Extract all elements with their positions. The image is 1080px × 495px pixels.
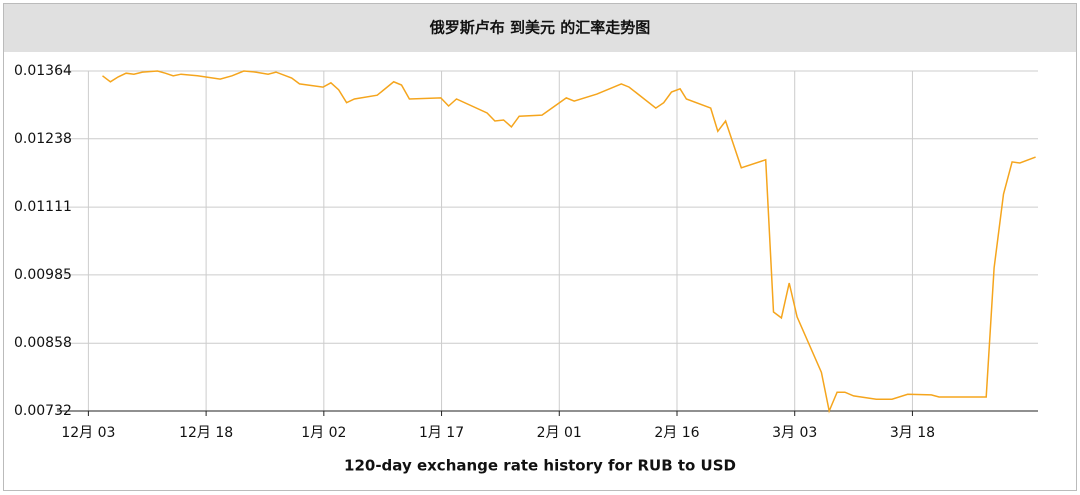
x-tick-label: 2月 16 (654, 425, 699, 441)
frame (3, 3, 1077, 491)
y-tick-label: 0.00985 (14, 267, 72, 283)
data-line (102, 70, 1036, 414)
y-tick-label: 0.01238 (14, 131, 72, 147)
y-tick-label: 0.00732 (14, 403, 72, 419)
chart-title: 俄罗斯卢布 到美元 的汇率走势图 (429, 19, 650, 37)
x-tick-label: 1月 02 (301, 425, 346, 441)
y-tick-label: 0.00858 (14, 335, 72, 351)
y-tick-label: 0.01364 (14, 63, 72, 79)
x-axis-label: 120-day exchange rate history for RUB to… (344, 457, 736, 475)
x-tick-label: 2月 01 (537, 425, 582, 441)
x-tick-label: 3月 18 (890, 425, 935, 441)
x-tick-label: 12月 18 (179, 425, 233, 441)
x-tick-label: 12月 03 (61, 425, 115, 441)
x-tick-label: 1月 17 (419, 425, 464, 441)
x-tick-label: 3月 03 (772, 425, 817, 441)
header (4, 4, 1076, 52)
y-tick-label: 0.01111 (14, 199, 72, 215)
